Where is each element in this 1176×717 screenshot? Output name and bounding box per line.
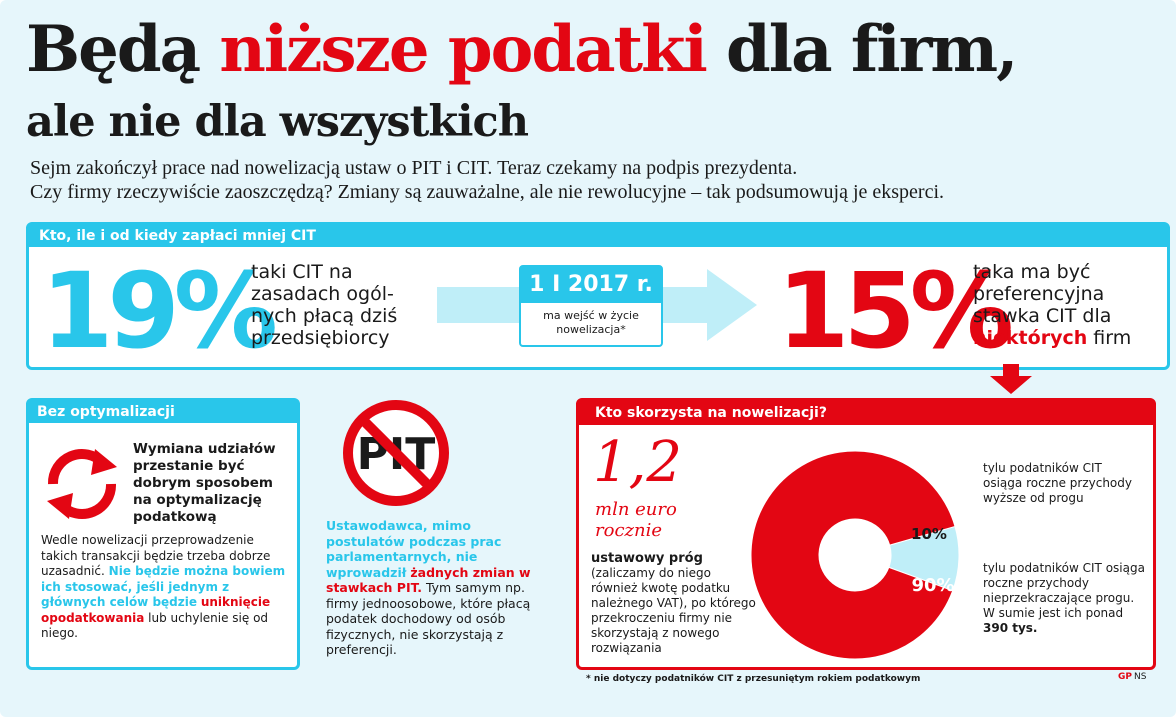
logo-text: GP bbox=[1118, 672, 1132, 682]
no-pit-icon: PIT bbox=[343, 400, 449, 506]
threshold-title: ustawowy próg bbox=[591, 551, 703, 566]
beneficiaries-panel: Kto skorzysta na nowelizacji? 1,2 mln eu… bbox=[576, 398, 1156, 670]
page-subtitle: ale nie dla wszystkich bbox=[26, 97, 529, 147]
effective-date-note: ma wejść w życie nowelizacja* bbox=[543, 309, 639, 336]
new-rate-text-highlight: niektórych bbox=[973, 327, 1088, 349]
threshold-value: 1,2 bbox=[593, 430, 683, 495]
pit-cyan-text: Ustawodawca, mimo postulatów podczas pra… bbox=[326, 518, 502, 580]
lead-line-2: Czy firmy rzeczywiście zaoszczędzą? Zmia… bbox=[30, 181, 945, 203]
title-part1: Będą bbox=[26, 12, 220, 87]
current-rate-text: taki CIT na zasadach ogól-nych płacą dzi… bbox=[251, 261, 398, 349]
current-rate: 19% bbox=[41, 250, 278, 372]
note-above-threshold: tylu podatników CIT osiąga roczne przych… bbox=[983, 461, 1132, 505]
effective-date-box: 1 I 2017 r. ma wejść w życie nowelizacja… bbox=[519, 265, 663, 347]
cycle-arrows-icon bbox=[47, 449, 117, 519]
publisher-logo: GP NS bbox=[1118, 670, 1146, 684]
donut-chart: 10% 90% bbox=[750, 450, 960, 660]
no-optimization-body: Wedle nowelizacji przeprowadzenie takich… bbox=[41, 533, 293, 642]
no-optimization-heading: Bez optymalizacji bbox=[29, 401, 297, 423]
down-arrow-icon bbox=[990, 364, 1032, 394]
cit-band: Kto, ile i od kiedy zapłaci mniej CIT 19… bbox=[26, 222, 1170, 370]
footnote: * nie dotyczy podatników CIT z przesunię… bbox=[586, 674, 921, 684]
title-part2: dla firm, bbox=[705, 12, 1018, 87]
no-optimization-panel: Bez optymalizacji Wymiana udziałów przes… bbox=[26, 398, 300, 670]
author-initials: NS bbox=[1133, 672, 1147, 682]
threshold-description: ustawowy próg (zaliczamy do niego równie… bbox=[591, 551, 761, 656]
note-below-bold: 390 tys. bbox=[983, 621, 1038, 635]
donut-slice-1 bbox=[750, 450, 956, 660]
lead-paragraph: Sejm zakończył prace nad nowelizacją ust… bbox=[30, 156, 1150, 204]
new-rate-text-pre: taka ma być preferencyjna stawka CIT dla bbox=[973, 261, 1112, 327]
lead-line-1: Sejm zakończył prace nad nowelizacją ust… bbox=[30, 157, 798, 179]
page-title: Będą niższe podatki dla firm, bbox=[26, 8, 1018, 92]
no-optimization-title: Wymiana udziałów przestanie być dobrym s… bbox=[133, 441, 276, 525]
donut-label-1: 90% bbox=[911, 575, 954, 596]
no-optimization-tail: lub uchylenie się od niego. bbox=[41, 610, 269, 641]
donut-label-0: 10% bbox=[911, 525, 947, 543]
no-optimization-cyan-text: Nie będzie można bowiem ich stosować, je… bbox=[41, 564, 286, 609]
pit-red-text: żadnych zmian w stawkach PIT. bbox=[326, 564, 531, 596]
no-optimization-body-text: Wedle nowelizacji przeprowadzenie takich… bbox=[41, 533, 271, 578]
new-rate-text: taka ma być preferencyjna stawka CIT dla… bbox=[973, 261, 1143, 349]
pit-text: Ustawodawca, mimo postulatów podczas pra… bbox=[326, 518, 552, 658]
cit-band-heading: Kto, ile i od kiedy zapłaci mniej CIT bbox=[29, 225, 1167, 247]
note-below-threshold: tylu podatników CIT osiąga roczne przych… bbox=[983, 561, 1149, 636]
new-rate: 15% bbox=[777, 250, 1014, 372]
title-highlight: niższe podatki bbox=[219, 12, 707, 87]
new-rate-text-post: firm bbox=[1087, 327, 1132, 349]
threshold-body: (zaliczamy do niego również kwotę podatk… bbox=[591, 566, 756, 655]
pit-tail: Tym samym np. firmy jednoosobowe, które … bbox=[326, 580, 531, 657]
beneficiaries-heading: Kto skorzysta na nowelizacji? bbox=[579, 401, 1153, 425]
threshold-unit: mln euro rocznie bbox=[595, 499, 677, 541]
no-optimization-red-text: uniknięcie opodatkowania bbox=[41, 595, 271, 625]
note-below-text: tylu podatników CIT osiąga roczne przych… bbox=[983, 561, 1145, 620]
effective-date: 1 I 2017 r. bbox=[521, 267, 661, 303]
